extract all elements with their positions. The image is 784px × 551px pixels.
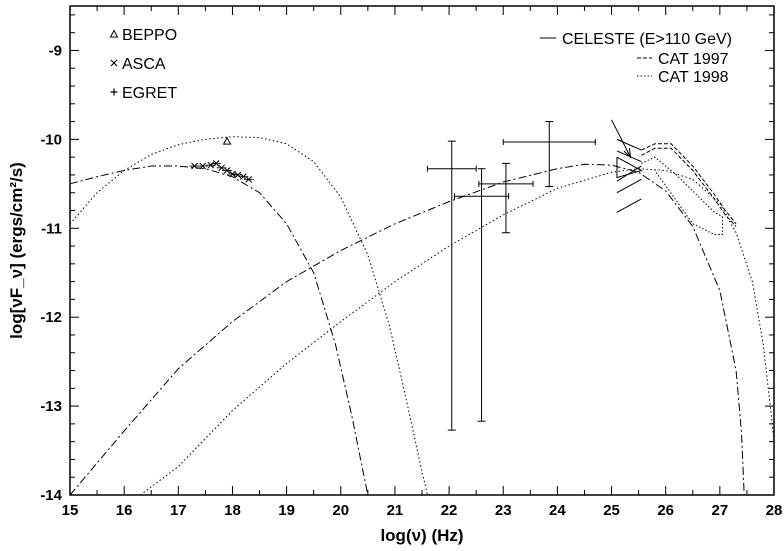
model-curve-dotted-3 [140, 168, 775, 496]
legend-marker-plus-icon [110, 88, 118, 96]
x-tick-label: 16 [116, 502, 133, 519]
model-curves [69, 136, 775, 496]
x-tick-label: 27 [712, 502, 729, 519]
model-curve-dash-dot-2 [69, 163, 745, 496]
legend-label: ASCA [122, 56, 166, 73]
legend-marker-x-icon [110, 59, 118, 67]
y-axis-label-text: log[νF_ν] (ergs/cm²/s) [7, 162, 26, 339]
legend: BEPPO ASCA EGRET CELESTE (E>110 GeV) CAT 199… [109, 27, 732, 102]
x-tick-label: 18 [224, 502, 241, 519]
celeste-segment [616, 198, 642, 213]
x-tick-label: 26 [657, 502, 674, 519]
data-series [189, 119, 737, 431]
y-tick-label: -13 [40, 398, 62, 415]
y-tick-label: -12 [40, 309, 62, 326]
legend-marker-triangle-icon [109, 29, 119, 38]
y-tick-label: -11 [41, 220, 62, 237]
x-tick-label: 17 [170, 502, 187, 519]
x-tick-label: 19 [278, 502, 295, 519]
celeste-segment [616, 156, 643, 179]
cat1997-segment [641, 143, 737, 225]
celeste-segment [616, 138, 642, 151]
axis-ticks: 15 16 17 18 19 20 21 22 23 24 25 26 27 28 -14 -13 -12 -11… [40, 6, 782, 519]
model-curve-dotted-1 [69, 136, 428, 496]
cat1997-segment [641, 147, 737, 227]
legend-label: EGRET [122, 85, 177, 102]
x-tick-label: 21 [387, 502, 404, 519]
legend-label: BEPPO [122, 27, 177, 44]
annotation-arrow-line [611, 119, 631, 158]
x-tick-label: 28 [766, 502, 783, 519]
beppo-point [222, 136, 232, 145]
legend-label: CELESTE (E>110 GeV) [562, 31, 732, 48]
y-axis-label: log[νF_ν] (ergs/cm²/s) [7, 162, 26, 339]
x-tick-label: 15 [62, 502, 79, 519]
y-tick-label: -10 [40, 131, 62, 148]
cat1998-segment [641, 156, 724, 235]
x-axis-label: log(ν) (Hz) [380, 526, 463, 545]
x-tick-label: 24 [549, 502, 566, 519]
y-tick-label: -14 [40, 487, 62, 504]
x-tick-label: 22 [441, 502, 458, 519]
x-tick-label: 25 [603, 502, 620, 519]
celeste-segment [616, 178, 642, 194]
y-tick-label: -9 [49, 42, 62, 59]
annotation-arrow-head [623, 148, 632, 159]
legend-label: CAT 1998 [658, 69, 729, 86]
legend-label: CAT 1997 [658, 51, 729, 68]
x-tick-label: 20 [332, 502, 349, 519]
model-curve-dash-dot-0 [69, 165, 369, 496]
x-tick-label: 23 [495, 502, 512, 519]
